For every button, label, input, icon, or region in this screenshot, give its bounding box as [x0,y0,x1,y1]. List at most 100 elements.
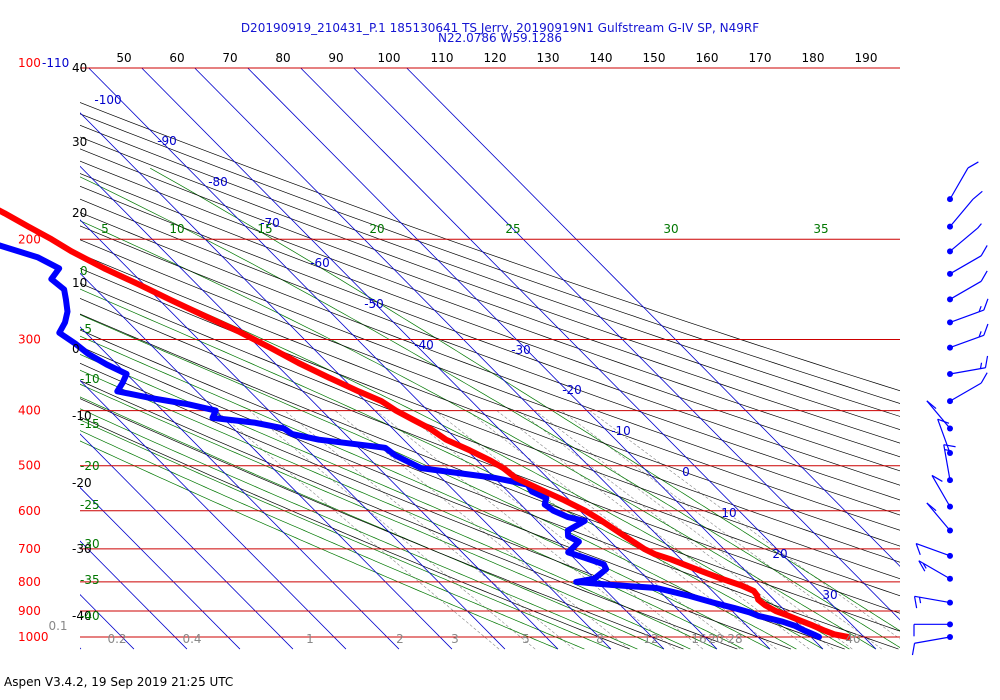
wind-barb [947,223,982,255]
wind-barb-feather [915,543,921,555]
wind-barb [937,418,953,457]
isotherm-line [88,68,665,650]
wind-barb-staff [949,227,978,252]
dry-adiabat-line [80,253,900,563]
mixing-ratio-label: 0.2 [107,632,126,646]
isotherm-label: 30 [822,588,837,602]
isotherm-line [80,272,453,650]
top-axis-label: 100 [378,51,401,65]
wind-barb-staff [949,198,974,227]
wind-barb-half-feather [977,223,982,229]
moist-adiabat-left-label: 0 [80,264,88,278]
wind-barb-staff [949,309,985,323]
moist-adiabat-line [80,383,691,650]
isotherm-line [300,68,877,650]
isotherm-line [80,112,612,650]
mixing-ratio-line [561,410,882,650]
isobars [80,67,900,638]
top-axis-label: 90 [328,51,343,65]
wind-barb-feather [931,474,943,482]
wind-barb-staff [914,595,951,604]
wind-barb [926,502,953,534]
dry-adiabat-line [80,173,900,472]
mixing-ratio-label: 0.4 [182,632,201,646]
top-axis-label: 120 [484,51,507,65]
moist-adiabat-left-label: -40 [80,609,100,623]
mixing-ratio-label: 2 [396,632,404,646]
isotherm-line [80,486,241,650]
wind-barb-feather [983,323,989,336]
wind-barb-feather [980,245,988,257]
altitude-label: -20 [72,476,92,490]
altitude-label: -30 [72,542,92,556]
mixing-ratio-line [534,410,853,650]
mixing-ratio-line [249,410,536,650]
moist-adiabat-left-label: -30 [80,537,100,551]
isotherm-label: 20 [772,547,787,561]
dry-adiabat-line [80,239,900,547]
mixing-ratio-label: 0.1 [48,619,67,633]
moist-adiabats [80,167,900,650]
isotherm-label: -100 [94,93,121,107]
isotherm-line [353,68,900,621]
wind-barb-staff [926,400,951,429]
top-axis-label: 170 [749,51,772,65]
moist-adiabat-label: 20 [369,222,384,236]
wind-barb-half-feather [978,331,982,338]
isotherm-line [80,594,135,650]
isotherm-label: -10 [611,424,631,438]
altitude-label: 40 [72,61,87,75]
dry-adiabat-line [80,416,630,650]
isotherm-line [0,68,28,649]
altitude-label: -10 [72,409,92,423]
isotherm-label: -90 [157,134,177,148]
dry-adiabats [80,102,900,650]
wind-barb [947,161,979,203]
pressure-label: 300 [18,332,41,346]
wind-barb-feather [983,298,989,311]
mixing-ratio-line [517,410,834,650]
mixing-ratio-label: 20 [708,632,723,646]
wind-barb-staff [949,367,986,375]
isotherm-line [80,540,188,650]
footer-text: Aspen V3.4.2, 19 Sep 2019 21:25 UTC [4,675,234,689]
wind-barb-feather [943,444,956,448]
wind-barb-staff [949,280,982,300]
wind-barb-staff [931,475,951,507]
altitude-label: 30 [72,135,87,149]
wind-barb-staff [949,334,985,349]
top-axis-label: 160 [696,51,719,65]
isotherm-label: 0 [682,465,690,479]
mixing-ratio-label: 3 [451,632,459,646]
dry-adiabat-line [80,313,900,632]
wind-barb [947,190,983,230]
mixing-ratio-label: 28 [727,632,742,646]
moist-adiabat-left-label: -25 [80,498,100,512]
altitude-label: 0 [72,342,80,356]
wind-barb [913,595,953,609]
isotherm-line [406,68,900,567]
dry-adiabat-line [80,136,900,430]
moist-adiabat-left-label: -20 [80,459,100,473]
isotherm-label: -20 [562,383,582,397]
isotherm-label: -40 [414,338,434,352]
dry-adiabat-line [80,298,900,614]
wind-barb-half-feather [979,362,983,369]
isotherm-label: -60 [310,256,330,270]
pressure-label: 100 [18,56,41,70]
top-axis-label: 110 [431,51,454,65]
wind-barb-feather [967,161,979,169]
isotherm-line [194,68,771,650]
dry-adiabat-line [80,225,900,531]
wind-barb-staff [937,419,951,454]
wind-barb-feather [911,643,916,656]
altitude-label: -40 [72,609,92,623]
mixing-ratio-label: 16 [691,632,706,646]
moist-adiabat-label: 30 [663,222,678,236]
wind-barb [918,560,953,582]
moist-adiabat-line [80,176,900,648]
isotherm-label: -50 [364,297,384,311]
isotherm-line [80,433,294,650]
moist-adiabat-label: 10 [169,222,184,236]
